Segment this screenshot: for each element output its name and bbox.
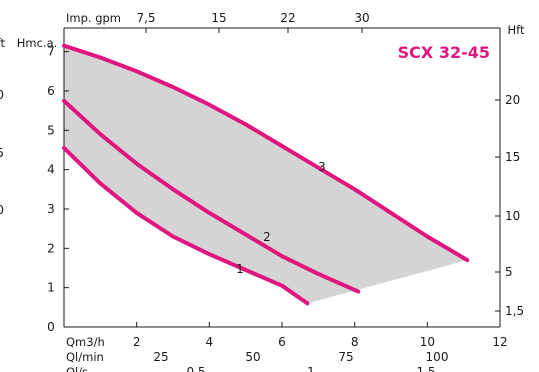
right-tick-label: 5 <box>505 265 513 279</box>
left-tick-label: 5 <box>47 123 55 137</box>
bottom-axis-3-title: Ql/s <box>66 365 88 372</box>
bottom-tick-label: 2 <box>133 335 141 349</box>
bottom-axis-3-tick-label: 1 <box>307 365 315 372</box>
left-outer-tick-label: 0 <box>0 88 4 102</box>
bottom-tick-label: 8 <box>351 335 359 349</box>
curve-3 <box>62 43 470 263</box>
bottom-axis-2-tick-label: 100 <box>426 350 449 364</box>
right-tick-label: 10 <box>505 209 520 223</box>
curve-label-3: 3 <box>318 160 326 174</box>
left-tick-label: 3 <box>47 202 55 216</box>
right-axis-title: Hft <box>507 23 524 37</box>
left-tick-label: 2 <box>47 241 55 255</box>
left-outer-axis-title: ft <box>0 36 5 50</box>
curve-label-2: 2 <box>263 230 271 244</box>
bottom-axis-2-tick-label: 75 <box>338 350 353 364</box>
left-tick-label: 7 <box>47 45 55 59</box>
left-outer-tick-label: 0 <box>0 203 4 217</box>
left-tick-label: 1 <box>47 281 55 295</box>
curve-2 <box>62 98 361 294</box>
bottom-tick-label: 10 <box>420 335 435 349</box>
top-axis-title: Imp. gpm <box>66 11 121 25</box>
bottom-axis-3-tick-label: 0,5 <box>186 365 205 372</box>
bottom-axis-3-tick-label: 1,5 <box>416 365 435 372</box>
left-tick-label: 6 <box>47 84 55 98</box>
chart-title: SCX 32-45 <box>398 43 490 62</box>
bottom-axis-2-title: Ql/min <box>66 350 104 364</box>
top-tick-label: 15 <box>211 11 226 25</box>
curve-1 <box>62 146 310 306</box>
left-tick-label: 0 <box>47 320 55 334</box>
bottom-tick-label: 4 <box>206 335 214 349</box>
right-tick-label: 15 <box>505 150 520 164</box>
curve-label-1: 1 <box>236 262 244 276</box>
right-tick-label: 20 <box>505 93 520 107</box>
top-tick-label: 22 <box>280 11 295 25</box>
left-outer-tick-label: 5 <box>0 146 4 160</box>
bottom-axis-2-tick-label: 50 <box>245 350 260 364</box>
right-tick-label: 1,5 <box>505 304 524 318</box>
top-tick-label: 30 <box>354 11 369 25</box>
operating-envelope <box>64 45 468 304</box>
top-tick-label: 7,5 <box>136 11 155 25</box>
left-axis-title: Hmc.a. <box>17 36 58 50</box>
left-tick-label: 4 <box>47 163 55 177</box>
bottom-tick-label: 12 <box>492 335 507 349</box>
bottom-axis-title: Qm3/h <box>66 335 105 349</box>
bottom-axis-2-tick-label: 25 <box>153 350 168 364</box>
bottom-tick-label: 6 <box>278 335 286 349</box>
